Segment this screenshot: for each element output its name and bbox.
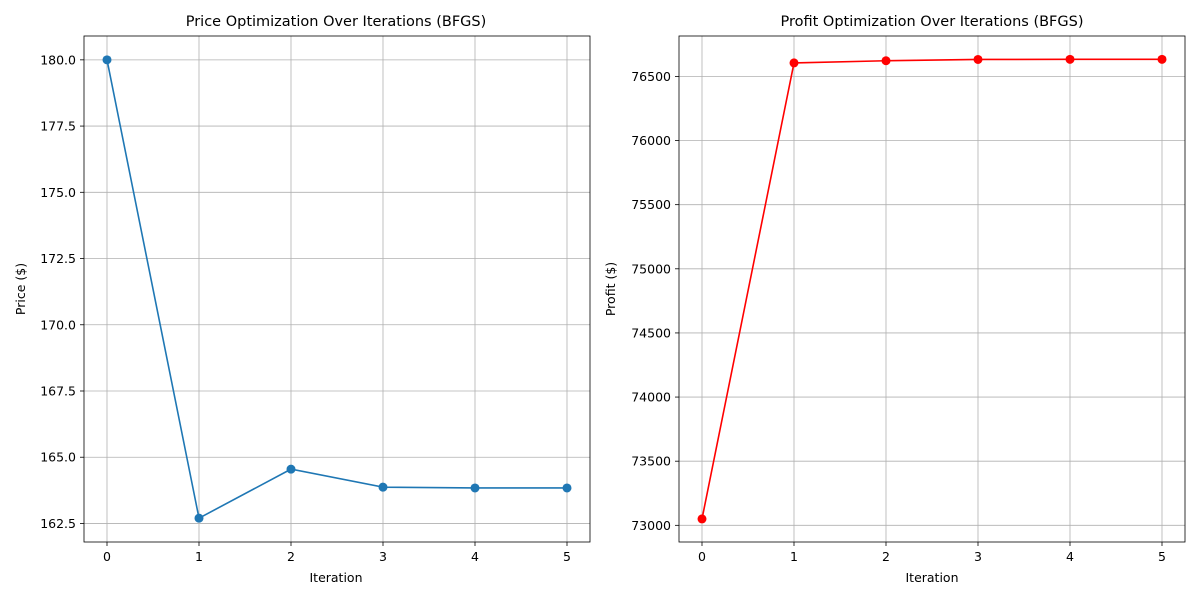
series-line [106,59,567,520]
x-tick-label: 4 [471,549,479,564]
data-point [286,464,296,474]
x-tick-label: 1 [790,549,798,564]
x-axis-label: Iteration [905,570,958,585]
x-tick-label: 2 [882,549,890,564]
x-tick-label: 3 [974,549,982,564]
y-tick-label: 75000 [631,261,671,276]
data-point [789,58,799,68]
chart-title: Profit Optimization Over Iterations (BFG… [781,14,1084,30]
y-tick-label: 177.5 [40,119,76,134]
y-tick-label: 180.0 [40,52,76,67]
data-point [881,56,891,66]
y-tick-label: 75500 [631,197,671,212]
y-tick-label: 170.0 [40,317,76,332]
y-tick-label: 76500 [631,69,671,84]
y-tick-label: 73500 [631,454,671,469]
x-tick-label: 2 [287,549,295,564]
profit-chart: Profit Optimization Over Iterations (BFG… [603,14,1186,585]
data-point [194,513,204,523]
x-axis-label: Iteration [309,570,362,585]
y-tick-label: 74500 [631,325,671,340]
x-tick-label: 1 [195,549,203,564]
x-tick-label: 0 [698,549,706,564]
x-tick-label: 5 [1158,549,1166,564]
x-tick-label: 0 [103,549,111,564]
y-tick-label: 162.5 [40,516,76,531]
y-tick-label: 76000 [631,133,671,148]
data-point [102,55,112,65]
y-tick-label: 167.5 [40,383,76,398]
x-tick-label: 4 [1066,549,1074,564]
y-tick-label: 175.0 [40,185,76,200]
y-tick-label: 165.0 [40,450,76,465]
plot-frame [678,35,1186,543]
data-point [1065,54,1075,64]
x-tick-label: 3 [379,549,387,564]
data-point [697,514,707,524]
series-line [701,58,1162,520]
y-tick-label: 73000 [631,518,671,533]
data-point [378,482,388,492]
data-point [562,483,572,493]
y-axis-label: Price ($) [13,263,28,315]
plot-frame [83,35,591,543]
chart-title: Price Optimization Over Iterations (BFGS… [186,14,487,30]
x-tick-label: 5 [563,549,571,564]
price-chart: Price Optimization Over Iterations (BFGS… [13,14,591,585]
y-axis-label: Profit ($) [603,262,618,316]
y-tick-label: 172.5 [40,251,76,266]
data-point [470,483,480,493]
data-point [1157,54,1167,64]
data-point [973,54,983,64]
y-tick-label: 74000 [631,390,671,405]
